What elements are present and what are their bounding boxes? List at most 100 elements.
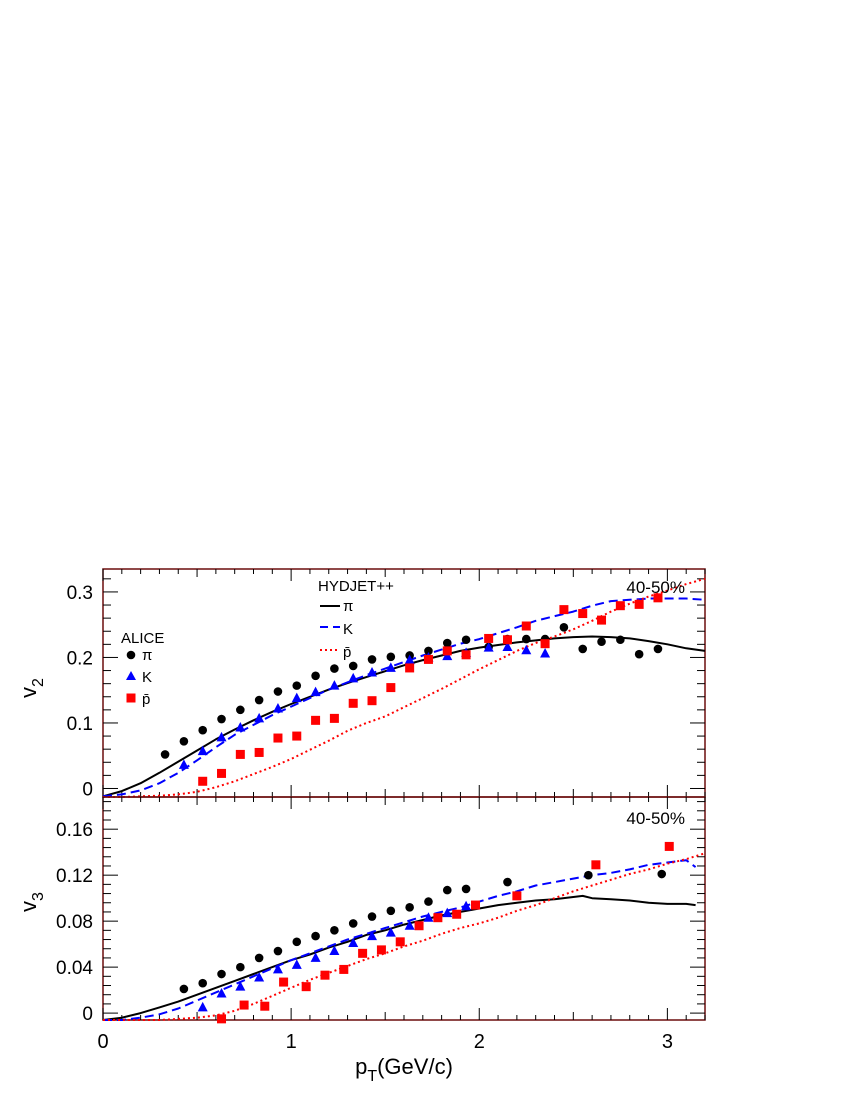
data-point-antiproton bbox=[254, 747, 264, 757]
data-point-pion bbox=[367, 655, 377, 664]
data-point-pion bbox=[461, 884, 471, 894]
data-point-kaon bbox=[404, 920, 415, 930]
data-point-antiproton bbox=[235, 749, 245, 759]
data-point-antiproton bbox=[559, 605, 569, 615]
data-point-pion bbox=[330, 664, 339, 673]
data-point-antiproton bbox=[502, 635, 512, 645]
data-point-antiproton bbox=[348, 698, 358, 708]
y-tick-label-top: 0.2 bbox=[67, 648, 93, 669]
data-point-pion bbox=[386, 906, 396, 916]
data-point-antiproton bbox=[540, 639, 550, 649]
data-point-pion bbox=[236, 962, 245, 972]
data-point-kaon bbox=[502, 641, 513, 651]
data-point-antiproton bbox=[311, 715, 321, 725]
data-point-antiproton bbox=[634, 599, 644, 609]
data-point-pion bbox=[578, 644, 588, 654]
data-point-antiproton bbox=[376, 945, 386, 955]
legend-data-kaon-marker bbox=[126, 671, 136, 680]
data-point-antiproton bbox=[653, 593, 663, 603]
legend-model-pion-label: π bbox=[343, 598, 353, 615]
data-point-antiproton bbox=[329, 713, 339, 723]
data-point-kaon bbox=[310, 686, 321, 697]
data-point-pion bbox=[292, 681, 302, 690]
data-point-antiproton bbox=[664, 841, 674, 851]
model-curve-top bbox=[103, 577, 706, 798]
data-point-pion bbox=[503, 877, 512, 887]
y-axis-title-v3: v3 bbox=[16, 892, 47, 912]
y-tick-label-bottom: 0 bbox=[82, 1004, 93, 1025]
data-point-kaon bbox=[367, 930, 378, 941]
data-point-pion bbox=[405, 903, 414, 912]
data-point-antiproton bbox=[597, 615, 607, 625]
data-point-pion bbox=[521, 634, 531, 644]
legend-data-pion-label: π bbox=[142, 647, 152, 664]
data-point-kaon bbox=[461, 900, 472, 911]
data-point-kaon bbox=[272, 703, 283, 713]
legend-data-antiproton-label: p̄ bbox=[142, 691, 150, 708]
data-point-pion bbox=[292, 937, 302, 947]
data-point-pion bbox=[367, 912, 377, 921]
data-point-pion bbox=[236, 705, 245, 715]
data-point-pion bbox=[634, 649, 644, 659]
data-point-pion bbox=[254, 953, 264, 963]
data-point-antiproton bbox=[578, 609, 588, 619]
data-point-pion bbox=[217, 714, 226, 724]
data-point-antiproton bbox=[615, 601, 625, 611]
data-point-antiproton bbox=[414, 921, 424, 931]
data-point-antiproton bbox=[423, 654, 433, 664]
y-tick-label-top: 0.3 bbox=[67, 583, 93, 604]
legend-data: ALICE π K p̄ bbox=[121, 630, 164, 708]
y-tick-label-bottom: 0.04 bbox=[56, 958, 93, 979]
data-point-pion bbox=[653, 644, 663, 654]
data-point-kaon bbox=[385, 927, 396, 937]
data-point-antiproton bbox=[395, 937, 405, 947]
data-point-pion bbox=[559, 623, 569, 632]
data-point-antiproton bbox=[512, 891, 522, 901]
data-point-kaon bbox=[254, 971, 265, 982]
data-point-pion bbox=[442, 638, 452, 648]
data-point-antiproton bbox=[461, 650, 471, 660]
data-point-antiproton bbox=[339, 964, 349, 974]
data-point-kaon bbox=[367, 667, 378, 677]
data-point-pion bbox=[160, 750, 170, 759]
data-point-pion bbox=[657, 869, 667, 879]
data-point-kaon bbox=[235, 981, 246, 991]
data-point-pion bbox=[442, 885, 452, 895]
data-point-kaon bbox=[483, 642, 494, 652]
y-tick-label-bottom: 0.08 bbox=[56, 912, 93, 933]
data-point-kaon bbox=[216, 731, 227, 742]
centrality-label-bottom: 40-50% bbox=[626, 809, 685, 828]
data-point-kaon bbox=[348, 672, 359, 683]
data-point-pion bbox=[461, 635, 471, 645]
data-point-antiproton bbox=[442, 646, 452, 656]
data-point-kaon bbox=[197, 745, 208, 756]
y-axis-title-v3-sub: 3 bbox=[30, 892, 47, 901]
data-point-kaon bbox=[521, 644, 532, 655]
x-tick-label: 3 bbox=[662, 1031, 673, 1053]
data-point-pion bbox=[273, 687, 283, 696]
legend-data-pion-marker bbox=[126, 650, 136, 660]
data-point-pion bbox=[597, 637, 606, 647]
x-axis-title: pT(GeV/c) bbox=[355, 1054, 453, 1085]
data-point-antiproton bbox=[367, 696, 377, 706]
data-point-antiproton bbox=[301, 982, 311, 992]
y-tick-label-bottom: 0.16 bbox=[56, 820, 93, 841]
y-axis-title-v2: v2 bbox=[16, 678, 47, 698]
data-point-antiproton bbox=[358, 948, 368, 958]
data-point-antiproton bbox=[292, 731, 302, 741]
plot-frame-top bbox=[102, 568, 706, 798]
data-point-pion bbox=[217, 969, 226, 979]
data-point-pion bbox=[584, 870, 593, 880]
data-point-pion bbox=[616, 635, 625, 645]
legend-data-title: ALICE bbox=[121, 630, 164, 647]
data-point-antiproton bbox=[452, 909, 462, 919]
panel-v2: 0 0.1 0.2 0.3 bbox=[67, 568, 706, 800]
data-point-antiproton bbox=[591, 860, 601, 870]
data-point-pion bbox=[198, 725, 208, 735]
x-tick-label: 2 bbox=[474, 1031, 485, 1053]
data-point-antiproton bbox=[239, 1000, 249, 1010]
data-point-kaon bbox=[235, 722, 246, 732]
x-axis-title-main: p bbox=[355, 1054, 367, 1079]
x-tick-label: 1 bbox=[286, 1031, 297, 1053]
data-point-antiproton bbox=[433, 913, 443, 923]
